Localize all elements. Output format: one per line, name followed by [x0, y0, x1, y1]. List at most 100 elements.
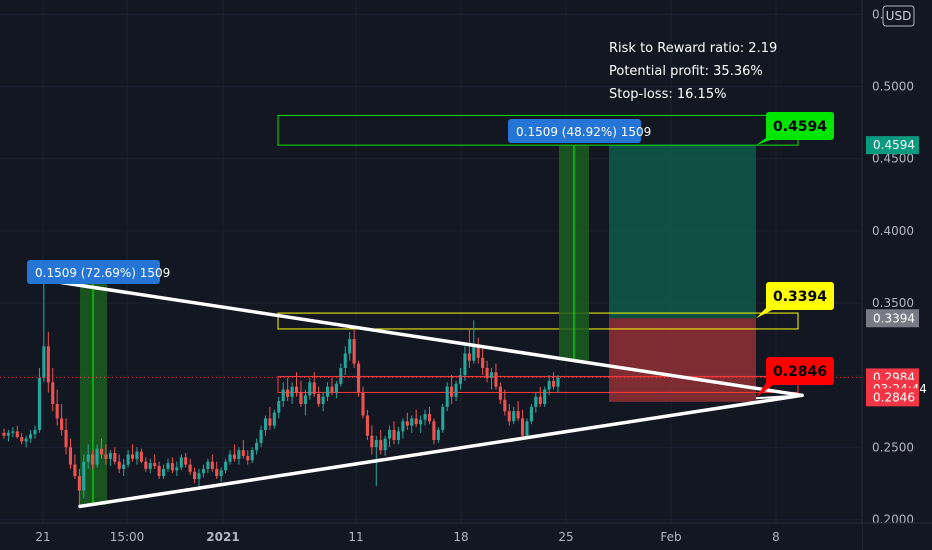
candle-body [325, 386, 330, 397]
candle-body [206, 461, 210, 469]
candle-body [294, 386, 299, 393]
candle-body [55, 403, 59, 419]
candle-body [117, 461, 121, 469]
candle-body [427, 414, 432, 422]
candle-body [268, 418, 272, 426]
candle-body [99, 448, 104, 455]
candle-body [552, 380, 556, 387]
candle-body [365, 415, 369, 436]
x-tick-label: 25 [558, 530, 573, 544]
candle-body [334, 383, 338, 393]
candle-body [388, 429, 392, 439]
candle-body [82, 461, 86, 491]
candle-body [317, 393, 321, 404]
candle-body [250, 450, 254, 461]
candle-body [392, 429, 396, 441]
potential-profit-text: Potential profit: 35.36% [609, 64, 763, 79]
price-tag-label: 0.2846 [873, 390, 915, 404]
candle-body [290, 386, 294, 397]
candle-body [162, 468, 166, 477]
candle-body [361, 392, 365, 416]
candle-body [232, 454, 237, 459]
candle-body [503, 399, 507, 412]
candle-body [352, 339, 356, 364]
x-tick-label: 21 [35, 530, 50, 544]
risk-reward-text: Risk to Reward ratio: 2.19 [609, 41, 777, 56]
candle-body [37, 378, 42, 430]
candle-body [46, 346, 50, 383]
candle-body [498, 386, 502, 400]
measure-left-tag [27, 260, 160, 284]
candle-body [485, 367, 489, 379]
candle-body [432, 421, 436, 441]
x-tick-label: 8 [772, 530, 780, 544]
candle-body [108, 453, 112, 459]
measure-left-label: 0.1509 (72.69%) 1509 [35, 266, 170, 280]
candle-body [24, 438, 28, 442]
candle-body [445, 386, 449, 407]
loss-zone [609, 318, 756, 402]
candle-body [144, 461, 148, 469]
x-tick-label: 2021 [206, 530, 239, 544]
price-callouts: 0.4594 0.3394 0.2846 [756, 112, 834, 398]
x-axis-labels: 21 15:00 2021 11 18 25 Feb 8 [35, 530, 779, 544]
measure-right-tag [508, 119, 641, 143]
candle-body [286, 389, 290, 397]
candle-body [401, 421, 405, 432]
candle-body [122, 464, 126, 469]
entry-zone-box [277, 312, 799, 330]
currency-badge[interactable] [882, 5, 915, 27]
candle-body [529, 406, 533, 422]
candle-body [414, 418, 418, 425]
candle-body [299, 392, 303, 404]
candle-body [303, 395, 307, 404]
candle-body [77, 476, 81, 491]
candle-body [104, 454, 108, 459]
candle-body [556, 378, 560, 387]
candle-body [95, 448, 99, 465]
candle-body [197, 473, 201, 479]
candle-body [73, 464, 77, 477]
candle-body [458, 375, 463, 384]
callout-box [766, 282, 834, 310]
callout-label: 0.3394 [773, 289, 827, 305]
y-tick-label: 0.2000 [872, 512, 914, 526]
candles [2, 279, 560, 507]
candle-body [370, 435, 374, 448]
candle-body [68, 447, 73, 465]
candle-body [166, 463, 170, 469]
y-tick-label: 0.4500 [872, 152, 914, 166]
candle-body [494, 372, 498, 387]
candle-body [246, 455, 250, 461]
candle-body [357, 363, 361, 393]
triangle-lower-trendline[interactable] [78, 393, 804, 509]
callout-pointer [756, 383, 776, 398]
triangle-upper-trendline[interactable] [42, 278, 804, 398]
candle-body [219, 470, 223, 477]
candle-body [259, 429, 263, 443]
candle-body [454, 383, 458, 397]
candle-body [543, 389, 547, 404]
price-tag [866, 136, 919, 155]
candle-body [33, 429, 37, 435]
time-axis[interactable] [0, 522, 932, 550]
candle-body [348, 339, 352, 354]
price-axis[interactable] [861, 0, 932, 550]
candle-body [210, 461, 214, 469]
candle-body [11, 431, 15, 433]
x-tick-label: 18 [453, 530, 468, 544]
candle-body [2, 432, 6, 436]
candle-body [201, 468, 205, 474]
x-tick-label: 11 [348, 530, 363, 544]
triangle-apex-connector[interactable] [755, 394, 803, 400]
candle-body [184, 457, 188, 465]
candle-body [126, 454, 130, 465]
candle-body [153, 463, 157, 467]
candle-body [538, 396, 542, 404]
price-tag [866, 388, 919, 407]
candle-body [467, 353, 471, 361]
candle-body [547, 380, 551, 390]
candle-body [512, 411, 516, 422]
candle-body [193, 471, 197, 479]
